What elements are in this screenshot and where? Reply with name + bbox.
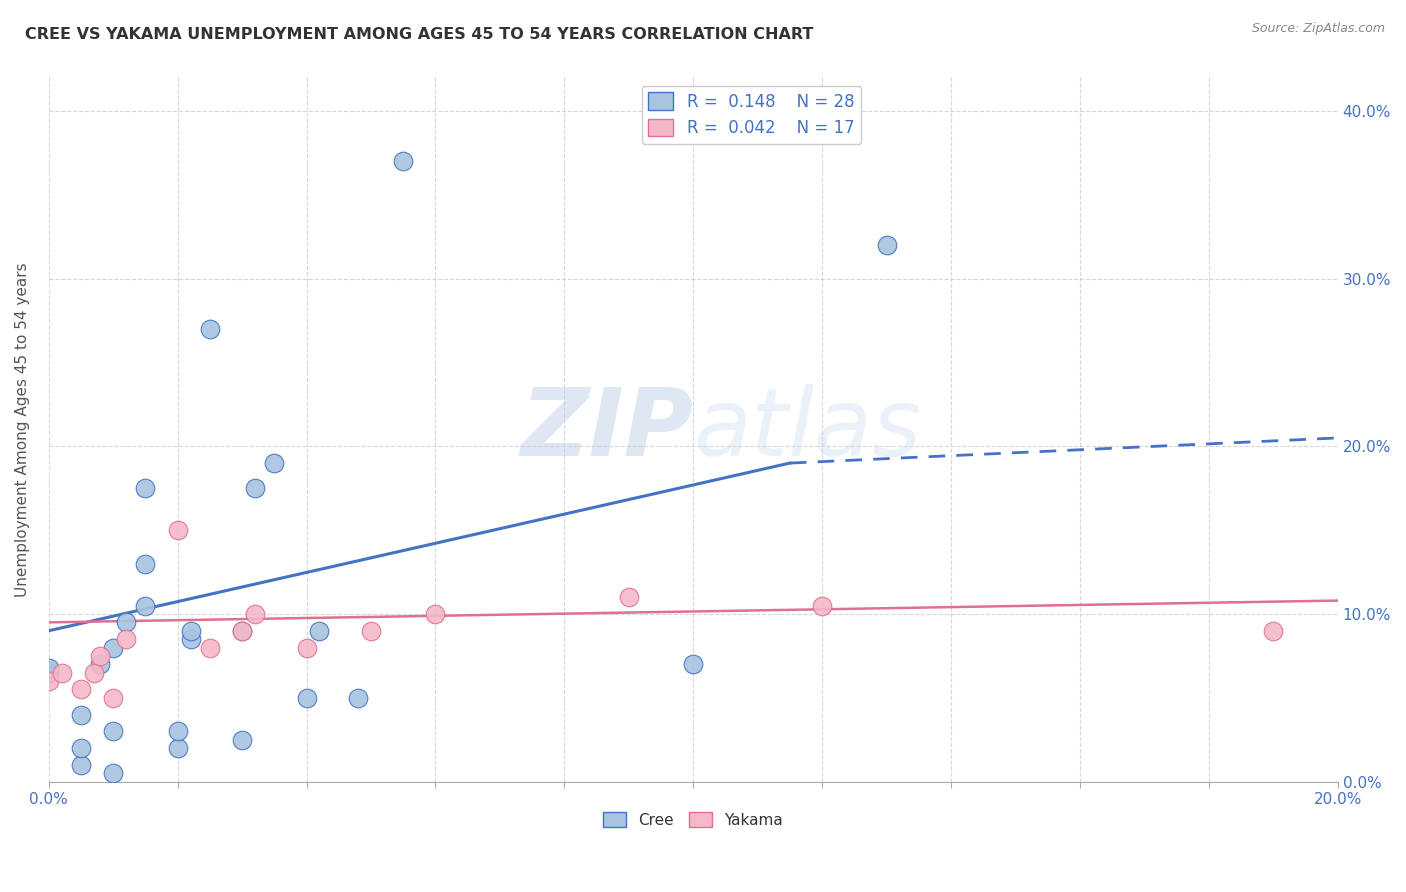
Point: [70, 741, 93, 756]
Point: [347, 690, 370, 705]
Point: [263, 456, 285, 470]
Point: [70, 682, 93, 697]
Legend: Cree, Yakama: Cree, Yakama: [598, 805, 789, 834]
Point: [682, 657, 704, 672]
Point: [103, 724, 125, 739]
Text: ZIP: ZIP: [520, 384, 693, 475]
Point: [103, 690, 125, 705]
Point: [115, 615, 138, 630]
Point: [83, 665, 105, 680]
Point: [38, 665, 60, 680]
Point: [180, 632, 202, 647]
Point: [134, 599, 156, 613]
Point: [231, 732, 253, 747]
Point: [876, 238, 898, 252]
Point: [166, 741, 188, 756]
Point: [103, 766, 125, 780]
Point: [166, 523, 188, 537]
Point: [51, 665, 73, 680]
Point: [231, 624, 253, 638]
Point: [308, 624, 330, 638]
Y-axis label: Unemployment Among Ages 45 to 54 years: Unemployment Among Ages 45 to 54 years: [15, 262, 30, 597]
Point: [103, 640, 125, 655]
Point: [198, 640, 221, 655]
Point: [392, 154, 415, 169]
Text: Source: ZipAtlas.com: Source: ZipAtlas.com: [1251, 22, 1385, 36]
Point: [295, 640, 318, 655]
Point: [1263, 624, 1285, 638]
Point: [70, 707, 93, 722]
Point: [198, 322, 221, 336]
Point: [134, 481, 156, 495]
Point: [617, 591, 640, 605]
Point: [134, 557, 156, 571]
Point: [180, 624, 202, 638]
Point: [115, 632, 138, 647]
Point: [243, 481, 266, 495]
Point: [89, 648, 111, 663]
Point: [38, 660, 60, 674]
Point: [231, 624, 253, 638]
Point: [38, 674, 60, 689]
Text: atlas: atlas: [693, 384, 921, 475]
Point: [811, 599, 834, 613]
Point: [70, 758, 93, 772]
Point: [89, 657, 111, 672]
Text: CREE VS YAKAMA UNEMPLOYMENT AMONG AGES 45 TO 54 YEARS CORRELATION CHART: CREE VS YAKAMA UNEMPLOYMENT AMONG AGES 4…: [25, 27, 814, 42]
Point: [166, 724, 188, 739]
Point: [425, 607, 447, 621]
Point: [360, 624, 382, 638]
Point: [295, 690, 318, 705]
Point: [243, 607, 266, 621]
